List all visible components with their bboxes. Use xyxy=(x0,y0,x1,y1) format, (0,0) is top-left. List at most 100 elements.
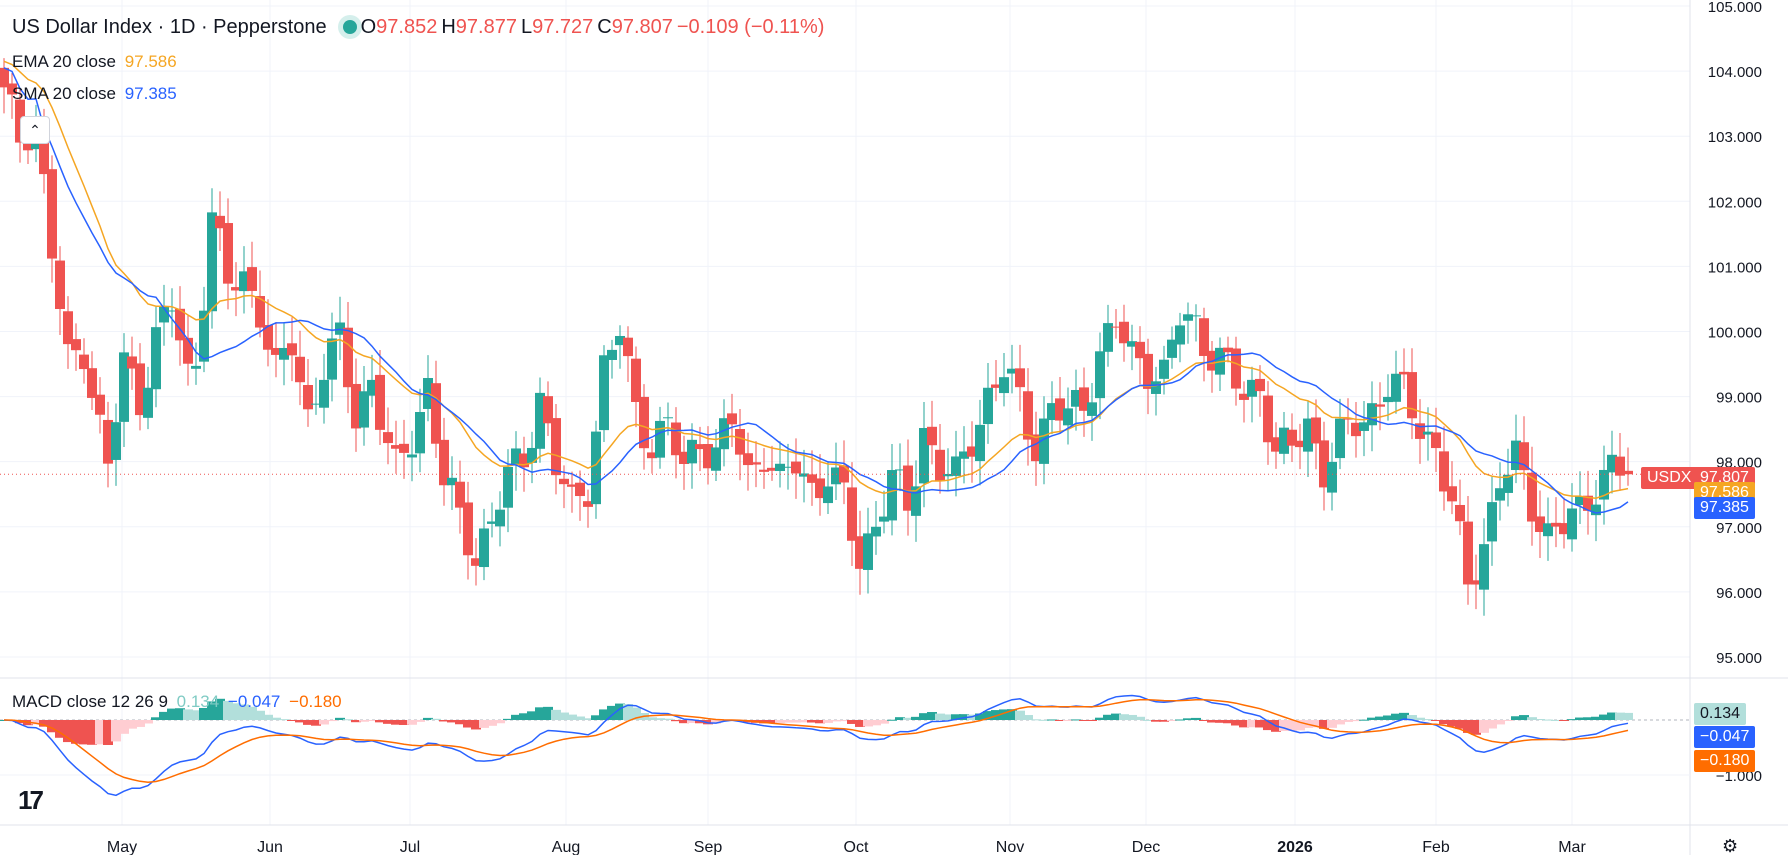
candle-body xyxy=(1551,522,1561,527)
candle-body xyxy=(495,509,505,527)
candle-body xyxy=(935,449,945,482)
candle-body xyxy=(207,212,217,312)
candle-body xyxy=(639,396,649,449)
macd-histogram-bar xyxy=(1199,720,1209,721)
macd-histogram-bar xyxy=(663,718,673,720)
candle-body xyxy=(1159,359,1169,379)
candle-body xyxy=(159,306,169,323)
macd-histogram-bar xyxy=(359,720,369,722)
sma-tag: 97.385 xyxy=(1694,497,1755,519)
macd-histogram-bar xyxy=(1367,717,1377,720)
macd-histogram-bar xyxy=(1495,720,1505,725)
candle-body xyxy=(583,501,593,507)
candle-body xyxy=(175,308,185,341)
macd-legend[interactable]: MACD close 12 26 9 0.134 −0.047 −0.180 xyxy=(12,692,346,712)
candle-body xyxy=(135,363,145,416)
macd-histogram-bar xyxy=(1623,712,1633,720)
macd-histogram-bar xyxy=(695,720,705,724)
candle-body xyxy=(1303,418,1313,452)
candle-body xyxy=(847,487,857,541)
candle-body xyxy=(1311,417,1321,444)
macd-histogram-bar xyxy=(1343,720,1353,722)
candle-body xyxy=(487,521,497,524)
time-tick-label: Dec xyxy=(1132,839,1160,855)
macd-histogram-bar xyxy=(1359,719,1369,721)
candle-body xyxy=(1295,440,1305,448)
candle-body xyxy=(1079,387,1089,411)
candle-body xyxy=(239,271,249,292)
macd-histogram-bar xyxy=(1247,720,1257,728)
macd-histogram-bar xyxy=(1511,716,1521,720)
price-tick-label: 102.000 xyxy=(1708,194,1762,211)
candle-body xyxy=(1135,341,1145,359)
sma-legend[interactable]: SMA 20 close 97.385 xyxy=(12,84,181,104)
candle-body xyxy=(863,533,873,570)
macd-histogram-bar xyxy=(239,704,249,720)
macd-histogram-bar xyxy=(423,717,433,720)
macd-histogram-bar xyxy=(1183,718,1193,720)
macd-histogram-bar xyxy=(159,711,169,720)
macd-histogram-bar xyxy=(463,720,473,728)
candle-body xyxy=(1591,504,1601,516)
candle-body xyxy=(1103,323,1113,352)
candle-body xyxy=(719,418,729,450)
candle-body xyxy=(1367,403,1377,426)
price-tick-label: 105.000 xyxy=(1708,0,1762,16)
candle-body xyxy=(1455,504,1465,522)
macd-histogram-bar xyxy=(1287,720,1297,731)
candle-body xyxy=(1327,461,1337,493)
macd-histogram-bar xyxy=(231,703,241,720)
candle-body xyxy=(1255,378,1265,392)
candle-body xyxy=(351,383,361,429)
candle-body xyxy=(1047,403,1057,421)
macd-histogram-bar xyxy=(951,714,961,720)
candle-body xyxy=(1463,521,1473,585)
macd-histogram-bar xyxy=(799,720,809,723)
price-tick-label: 103.000 xyxy=(1708,129,1762,146)
macd-histogram-bar xyxy=(263,714,273,720)
candle-body xyxy=(855,536,865,569)
candle-body xyxy=(1199,318,1209,356)
candle-body xyxy=(415,412,425,454)
macd-histogram-bar xyxy=(47,720,57,733)
macd-histogram-bar xyxy=(1015,710,1025,720)
macd-histogram-bar xyxy=(527,711,537,720)
candle-body xyxy=(1127,341,1137,347)
candle-body xyxy=(7,83,17,95)
macd-histogram-bar xyxy=(295,720,305,723)
candle-body xyxy=(343,327,353,388)
candle-body xyxy=(103,419,113,464)
macd-histogram-bar xyxy=(1263,720,1273,731)
macd-histogram-bar xyxy=(367,720,377,721)
candle-body xyxy=(775,463,785,472)
candle-body xyxy=(743,453,753,466)
macd-hist-value: 0.134 xyxy=(176,692,220,711)
candle-body xyxy=(471,558,481,566)
macd-histogram-bar xyxy=(591,715,601,720)
macd-histogram-bar xyxy=(1567,719,1577,721)
candle-body xyxy=(1375,404,1385,407)
macd-histogram-bar xyxy=(1487,720,1497,729)
macd-histogram-bar xyxy=(871,720,881,726)
gear-icon[interactable]: ⚙ xyxy=(1722,836,1739,856)
ema-legend[interactable]: EMA 20 close 97.586 xyxy=(12,52,181,72)
candle-body xyxy=(655,420,665,458)
macd-histogram-bar xyxy=(1471,720,1481,735)
macd-histogram-bar xyxy=(1615,712,1625,720)
candle-body xyxy=(1039,418,1049,464)
macd-histogram-bar xyxy=(215,698,225,720)
macd-histogram-bar xyxy=(615,703,625,720)
macd-histogram-bar xyxy=(1527,717,1537,720)
chevron-up-icon[interactable]: ⌃ xyxy=(20,116,50,144)
candle-body xyxy=(927,426,937,446)
candle-body xyxy=(1263,395,1273,443)
candle-body xyxy=(991,384,1001,388)
tradingview-logo[interactable]: 17 xyxy=(18,785,44,815)
time-tick-label: Aug xyxy=(552,839,580,855)
macd-histogram-bar xyxy=(1063,720,1073,721)
candle-body xyxy=(319,379,329,408)
macd-histogram-bar xyxy=(999,709,1009,720)
ohlc-close-label: C xyxy=(597,16,612,38)
symbol-title[interactable]: US Dollar Index · 1D · Pepperstone xyxy=(12,16,327,38)
